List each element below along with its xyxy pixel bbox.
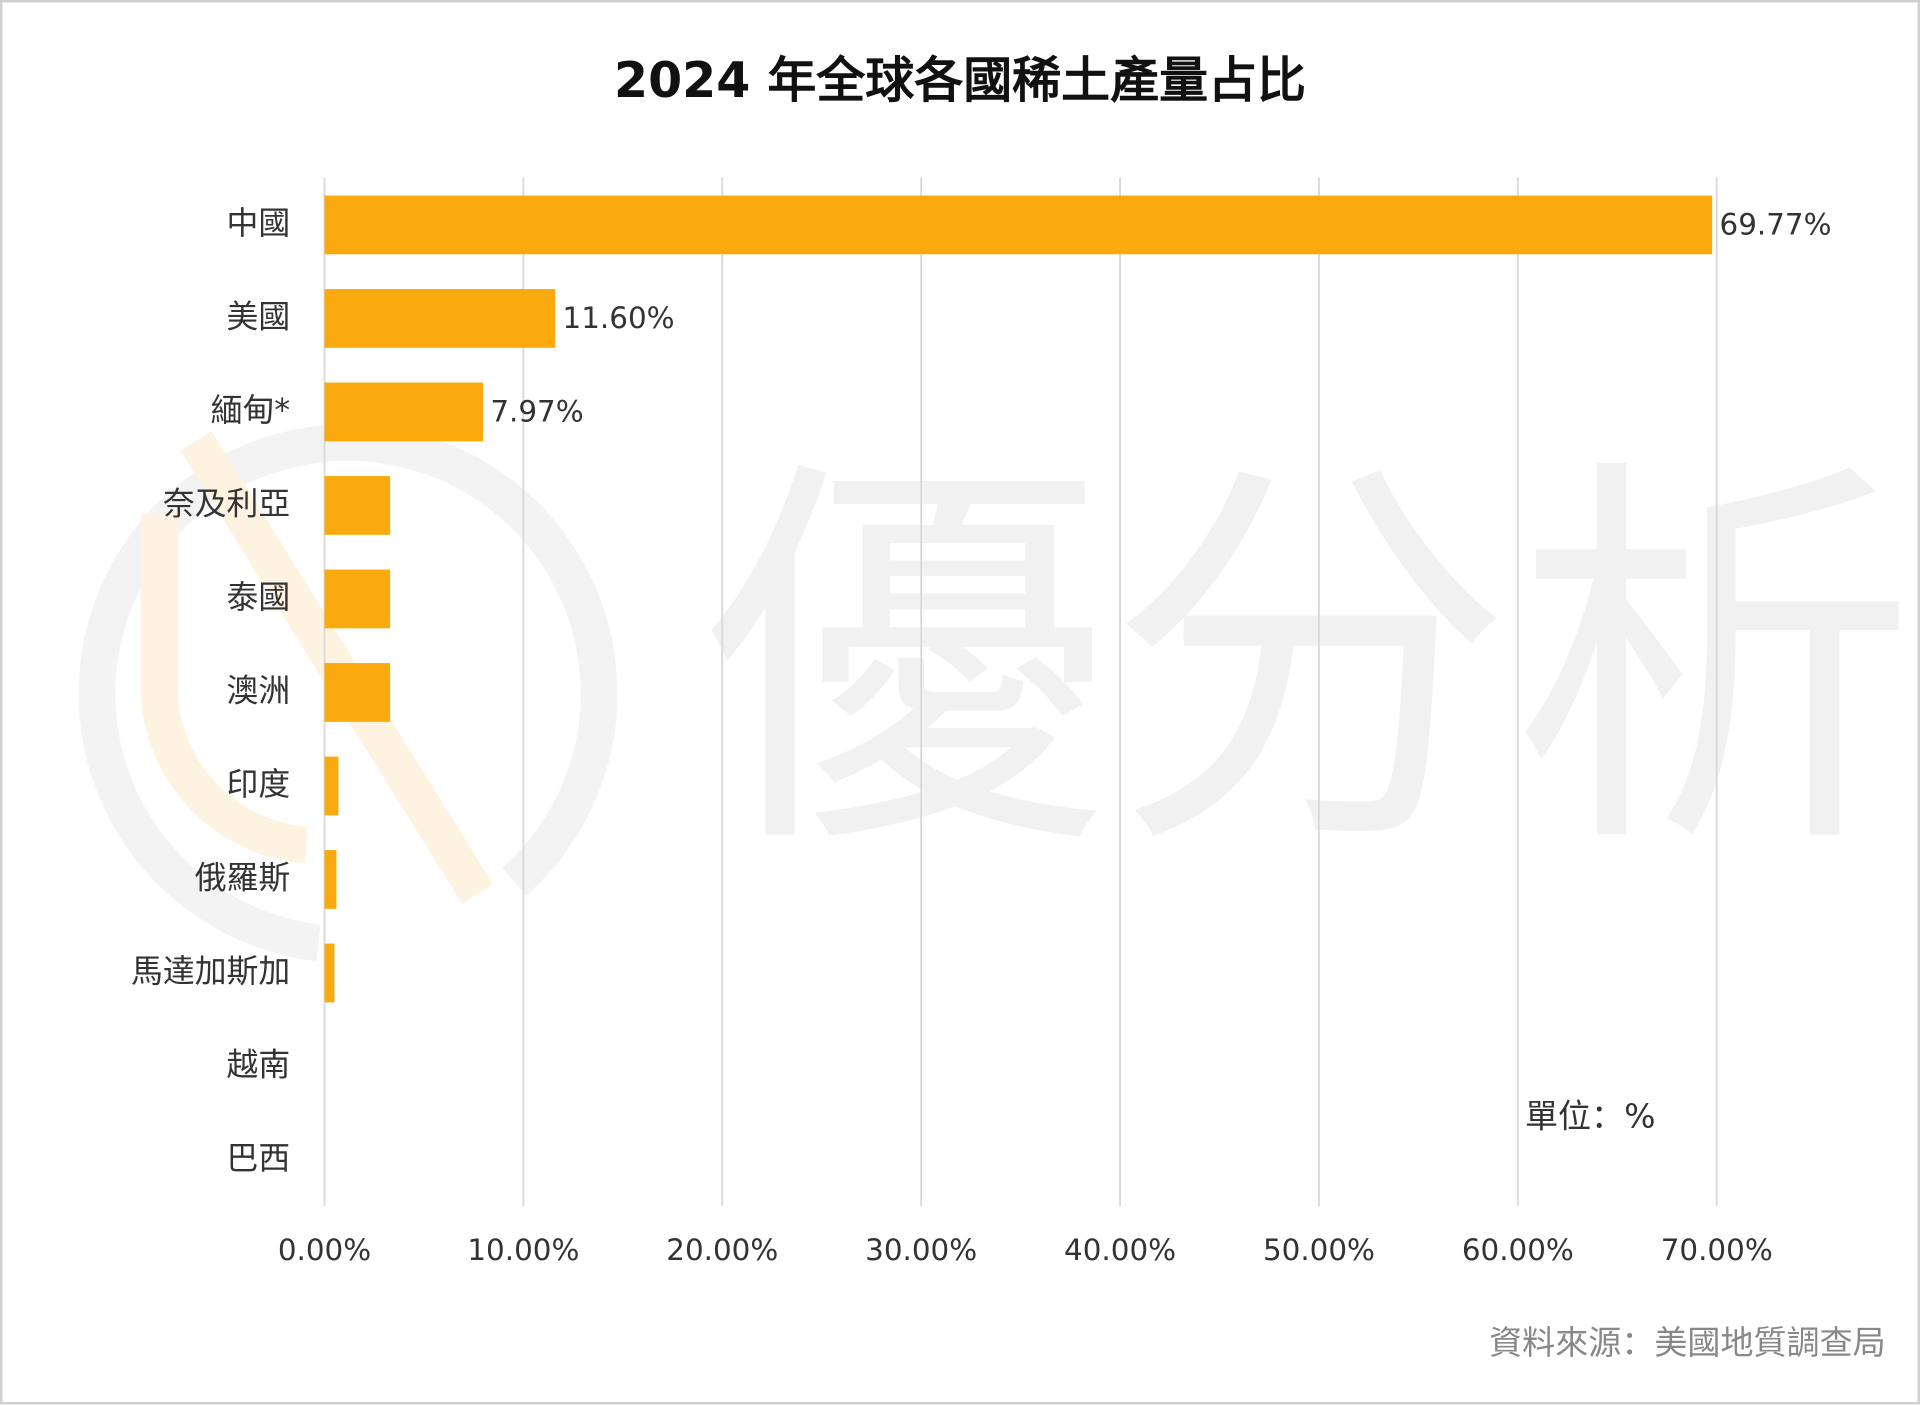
x-tick-label: 30.00%	[865, 1233, 977, 1267]
bar	[324, 569, 391, 629]
y-tick-label: 澳洲	[227, 671, 291, 709]
data-label: 69.77%	[1720, 208, 1832, 242]
x-tick-label: 50.00%	[1263, 1233, 1375, 1267]
bar	[324, 382, 484, 442]
x-tick-label: 70.00%	[1661, 1233, 1773, 1267]
bar	[324, 663, 391, 722]
x-tick-label: 10.00%	[467, 1233, 579, 1267]
x-tick-label: 0.00%	[278, 1233, 371, 1267]
y-tick-label: 巴西	[227, 1139, 291, 1177]
y-tick-label: 俄羅斯	[195, 858, 290, 896]
bar	[324, 476, 391, 535]
x-tick-label: 20.00%	[666, 1233, 778, 1267]
y-tick-label: 緬甸*	[211, 391, 291, 429]
data-label: 7.97%	[490, 395, 583, 429]
y-tick-label: 馬達加斯加	[131, 952, 290, 990]
x-tick-label: 40.00%	[1064, 1233, 1176, 1267]
bar	[324, 195, 1713, 255]
bar	[324, 756, 339, 816]
data-label: 11.60%	[563, 301, 675, 335]
bar	[324, 289, 556, 348]
x-tick-label: 60.00%	[1462, 1233, 1574, 1267]
y-tick-label: 越南	[227, 1045, 291, 1083]
bar	[324, 850, 337, 909]
y-tick-label: 泰國	[227, 578, 291, 616]
unit-note: 單位：%	[1525, 1096, 1656, 1135]
y-tick-label: 中國	[227, 204, 291, 242]
chart-title: 2024 年全球各國稀土產量占比	[614, 52, 1306, 109]
watermark: 優分析	[704, 428, 1916, 898]
y-tick-label: 印度	[227, 765, 291, 803]
y-tick-label: 奈及利亞	[163, 484, 290, 522]
bar	[324, 943, 335, 1003]
source-note: 資料來源：美國地質調查局	[1489, 1323, 1886, 1362]
y-tick-label: 美國	[227, 297, 291, 335]
